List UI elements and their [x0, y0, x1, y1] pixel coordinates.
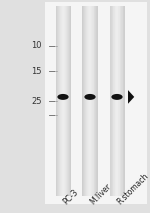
Bar	[112, 6, 113, 196]
Bar	[57, 6, 58, 196]
Bar	[63, 6, 64, 196]
Bar	[111, 6, 112, 196]
Text: 25: 25	[32, 97, 42, 106]
Bar	[117, 6, 118, 196]
Bar	[84, 6, 85, 196]
Ellipse shape	[84, 94, 96, 100]
Bar	[82, 6, 83, 196]
Bar	[61, 6, 62, 196]
Bar	[67, 6, 68, 196]
Bar	[65, 6, 66, 196]
Bar	[64, 6, 65, 196]
Bar	[68, 6, 69, 196]
Bar	[87, 6, 88, 196]
Bar	[110, 6, 111, 196]
Bar	[118, 6, 119, 196]
Bar	[66, 6, 67, 196]
Bar	[112, 6, 113, 196]
Ellipse shape	[111, 94, 123, 100]
Bar	[113, 6, 114, 196]
Bar	[90, 6, 91, 196]
Bar	[58, 6, 59, 196]
Text: 10: 10	[32, 41, 42, 50]
Bar	[97, 6, 98, 196]
Bar	[94, 6, 95, 196]
Bar	[60, 6, 61, 196]
Polygon shape	[128, 90, 134, 104]
Bar	[93, 6, 94, 196]
Bar	[121, 6, 122, 196]
Bar	[70, 6, 71, 196]
Bar	[61, 6, 62, 196]
Bar	[116, 6, 117, 196]
Bar	[88, 6, 89, 196]
Bar	[66, 6, 67, 196]
Bar	[120, 6, 121, 196]
Bar	[122, 6, 123, 196]
Bar	[58, 6, 59, 196]
Bar	[85, 6, 86, 196]
Bar	[85, 6, 86, 196]
Text: 15: 15	[32, 67, 42, 76]
Bar	[64, 6, 65, 196]
Bar	[124, 6, 125, 196]
Ellipse shape	[57, 94, 69, 100]
Bar	[111, 6, 112, 196]
Bar	[119, 6, 120, 196]
Bar	[123, 6, 124, 196]
Bar	[88, 6, 89, 196]
Bar	[84, 6, 85, 196]
Bar	[95, 6, 96, 196]
Text: PC-3: PC-3	[61, 188, 80, 207]
Bar	[93, 6, 94, 196]
Bar	[120, 6, 121, 196]
Bar	[117, 6, 118, 196]
Bar	[56, 6, 57, 196]
Bar	[96, 6, 97, 196]
Bar	[114, 6, 115, 196]
Bar	[123, 6, 124, 196]
Text: M.liver: M.liver	[88, 182, 113, 207]
Bar	[91, 6, 92, 196]
Bar	[94, 6, 95, 196]
Bar	[83, 6, 84, 196]
Bar	[92, 6, 93, 196]
Bar	[86, 6, 87, 196]
Bar	[59, 6, 60, 196]
Bar	[69, 6, 70, 196]
Bar	[115, 6, 116, 196]
Bar	[87, 6, 88, 196]
Bar	[90, 6, 91, 196]
Bar	[62, 6, 63, 196]
Bar	[60, 6, 61, 196]
FancyBboxPatch shape	[45, 2, 147, 204]
Text: R.stomach: R.stomach	[116, 172, 150, 207]
Bar	[96, 6, 97, 196]
Bar	[89, 6, 90, 196]
Bar	[63, 6, 64, 196]
Bar	[114, 6, 115, 196]
Bar	[69, 6, 70, 196]
Bar	[57, 6, 58, 196]
Bar	[118, 6, 119, 196]
